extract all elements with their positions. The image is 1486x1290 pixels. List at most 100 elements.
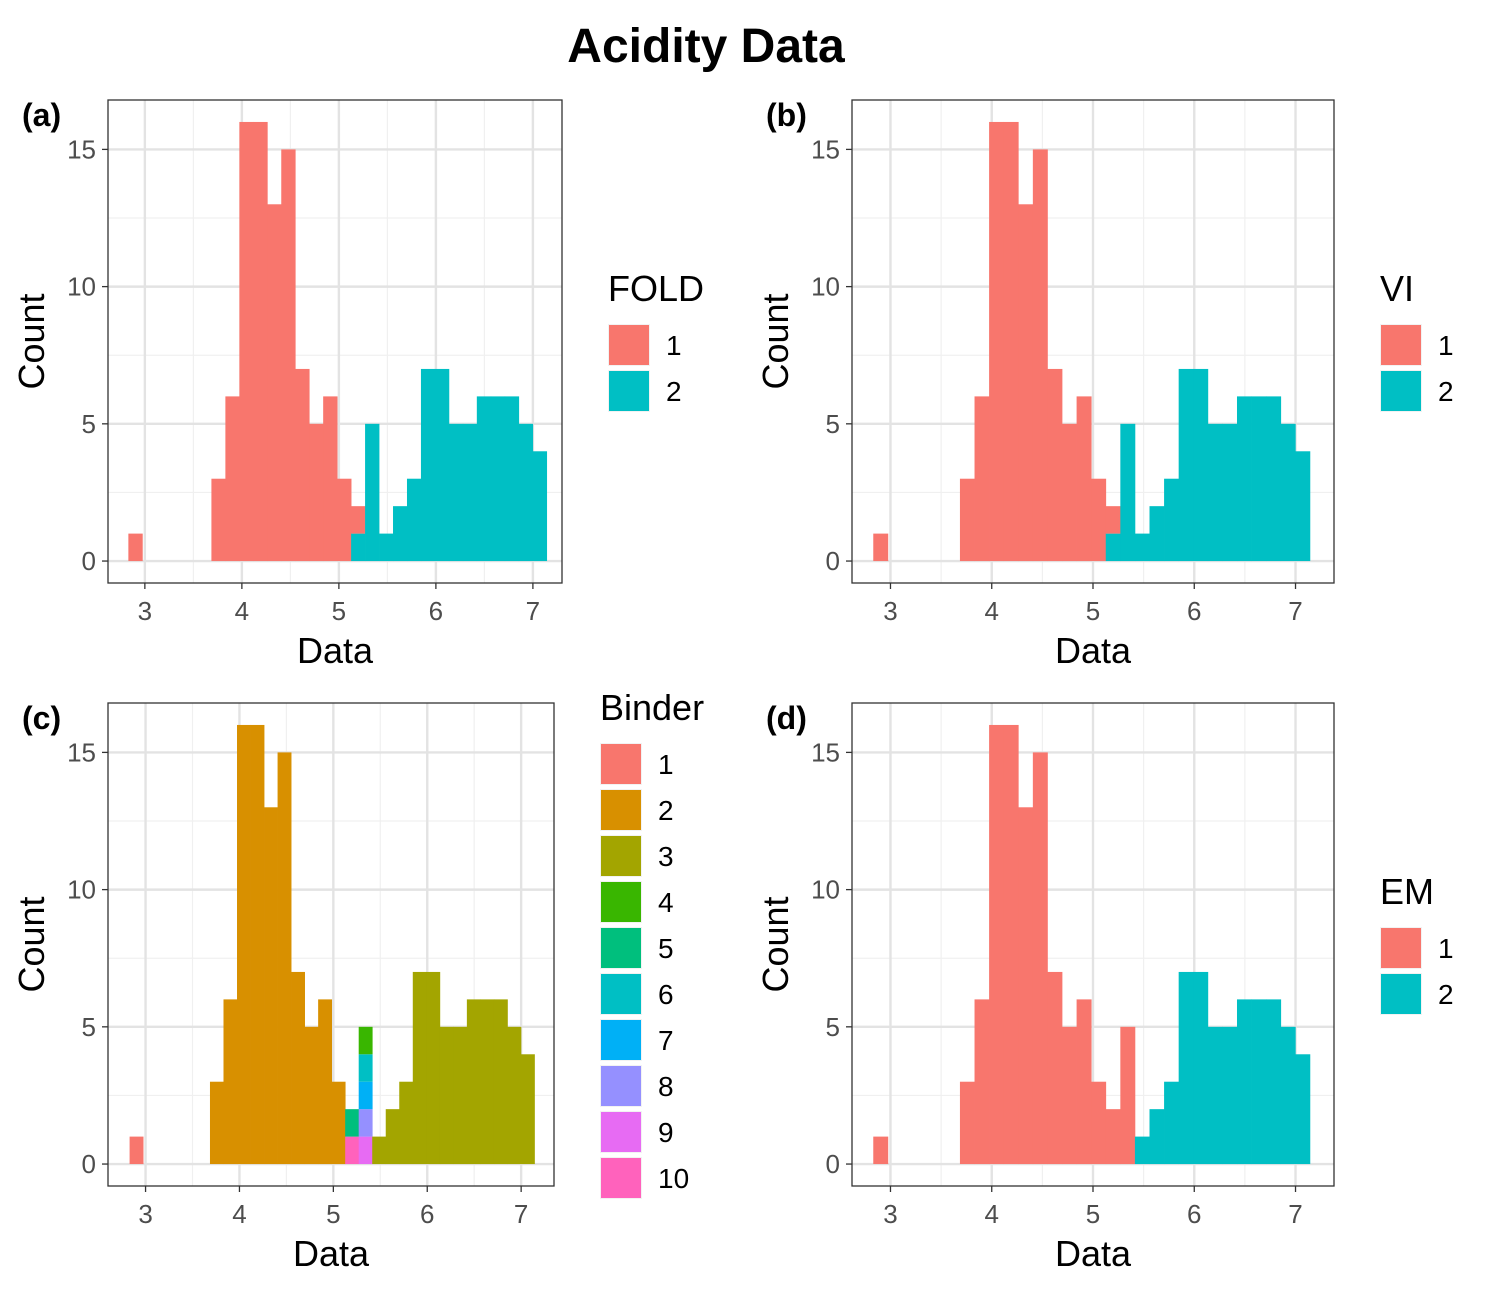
y-tick-label: 0 xyxy=(826,546,840,576)
x-tick-label: 4 xyxy=(232,1199,246,1229)
legend-swatch xyxy=(1381,974,1421,1014)
legend: Binder 1 2 3 4 5 6 7 8 9 10 xyxy=(600,687,704,1199)
legend-swatch xyxy=(601,1066,641,1106)
histogram-bar xyxy=(1236,396,1252,562)
histogram-bar xyxy=(434,368,450,562)
histogram-bar xyxy=(211,478,226,562)
panel-b: 3 4 5 6 7 0 5 10 15 Data Count (b) VI 1 2 xyxy=(755,97,1454,671)
histogram-bar xyxy=(372,1136,387,1165)
histogram-bar xyxy=(345,1136,360,1165)
histogram-bar xyxy=(480,999,495,1165)
x-tick-label: 3 xyxy=(883,596,897,626)
x-tick-label: 5 xyxy=(326,1199,340,1229)
histogram-bar xyxy=(1105,1109,1121,1165)
legend-title: EM xyxy=(1380,871,1434,912)
histogram-bars xyxy=(873,724,1311,1165)
legend-label: 1 xyxy=(1438,933,1454,964)
y-tick-label: 10 xyxy=(811,272,840,302)
histogram-bar xyxy=(267,204,282,562)
legend-label: 2 xyxy=(1438,376,1454,407)
y-tick-label: 15 xyxy=(811,134,840,164)
histogram-bar xyxy=(1105,506,1121,534)
x-tick-label: 3 xyxy=(883,1199,897,1229)
histogram-bar xyxy=(466,999,481,1165)
legend-swatch xyxy=(601,1158,641,1198)
histogram-bar xyxy=(128,533,143,562)
legend-label: 7 xyxy=(658,1025,674,1056)
histogram-bar xyxy=(1134,533,1150,562)
legend-label: 6 xyxy=(658,979,674,1010)
legend-swatch xyxy=(601,790,641,830)
legend-label: 2 xyxy=(666,376,682,407)
histogram-bar xyxy=(1280,423,1296,562)
axes: 3 4 5 6 7 0 5 10 15 Data Count xyxy=(755,134,1303,671)
histogram-bar xyxy=(1207,1026,1223,1165)
histogram-bar xyxy=(365,423,380,562)
legend: VI 1 2 xyxy=(1380,268,1454,412)
y-tick-label: 0 xyxy=(826,1149,840,1179)
y-axis-title: Count xyxy=(11,293,52,389)
histogram-bar xyxy=(399,1081,414,1165)
axes: 3 4 5 6 7 0 5 10 15 Data Count xyxy=(755,737,1303,1274)
histogram-bar xyxy=(318,999,333,1165)
histogram-bar xyxy=(1047,971,1063,1165)
y-axis-title: Count xyxy=(755,896,796,992)
histogram-bar xyxy=(1164,1081,1180,1165)
panel-border xyxy=(107,99,563,584)
histogram-bar xyxy=(225,396,240,562)
histogram-bar xyxy=(420,368,436,562)
legend: FOLD 1 2 xyxy=(608,268,704,412)
legend-title: Binder xyxy=(600,687,704,728)
x-tick-label: 6 xyxy=(1187,1199,1201,1229)
legend-title: VI xyxy=(1380,268,1414,309)
histogram-bar xyxy=(345,1109,360,1137)
x-tick-label: 5 xyxy=(1086,596,1100,626)
figure-title: Acidity Data xyxy=(567,20,845,73)
histogram-bar xyxy=(974,999,990,1165)
y-tick-label: 15 xyxy=(67,737,96,767)
histogram-bar xyxy=(1003,724,1019,1165)
x-tick-label: 6 xyxy=(420,1199,434,1229)
histogram-bar xyxy=(520,1054,535,1165)
histogram-bar xyxy=(393,506,408,562)
histogram-bar xyxy=(1222,1026,1238,1165)
panel-label: (a) xyxy=(22,97,61,133)
legend-label: 9 xyxy=(658,1117,674,1148)
histogram-bar xyxy=(1222,423,1238,562)
x-tick-label: 7 xyxy=(1288,1199,1302,1229)
histogram-bar xyxy=(1018,204,1034,562)
histogram-bar xyxy=(129,1136,144,1165)
legend-swatch xyxy=(1381,928,1421,968)
panel-label: (b) xyxy=(766,97,807,133)
x-axis-title: Data xyxy=(1055,630,1132,671)
panel-label: (d) xyxy=(766,700,807,736)
histogram-bar xyxy=(974,396,990,562)
legend-swatch xyxy=(1381,325,1421,365)
x-axis-title: Data xyxy=(293,1233,370,1274)
histogram-bar xyxy=(295,368,310,562)
y-axis-title: Count xyxy=(755,293,796,389)
legend-swatch xyxy=(601,974,641,1014)
y-tick-label: 5 xyxy=(826,1012,840,1042)
legend-label: 5 xyxy=(658,933,674,964)
histogram-bar xyxy=(412,971,427,1165)
histogram-bar xyxy=(337,478,352,562)
histogram-bar xyxy=(1091,478,1107,562)
histogram-bar xyxy=(237,724,251,1165)
histogram-bar xyxy=(507,1026,522,1165)
y-tick-label: 5 xyxy=(82,1012,96,1042)
histogram-bar xyxy=(291,971,305,1165)
histogram-bar xyxy=(331,1081,346,1165)
histogram-bar xyxy=(358,1081,373,1110)
y-axis-title: Count xyxy=(11,896,52,992)
y-tick-label: 5 xyxy=(82,409,96,439)
x-tick-label: 4 xyxy=(235,596,249,626)
histogram-bar xyxy=(1076,999,1092,1165)
x-tick-label: 7 xyxy=(514,1199,528,1229)
histogram-bar xyxy=(989,724,1005,1165)
histogram-bar xyxy=(304,1026,319,1165)
histogram-bar xyxy=(1003,121,1019,562)
histogram-bar xyxy=(239,121,254,562)
